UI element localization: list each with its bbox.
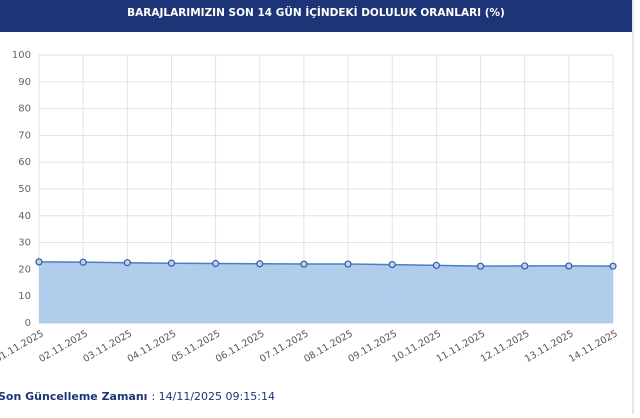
point <box>35 258 43 266</box>
x-tick-label: 10.11.2025 <box>391 328 444 365</box>
x-tick-label: 12.11.2025 <box>479 328 532 365</box>
y-tick-label: 80 <box>18 104 31 115</box>
point <box>300 260 308 268</box>
footer-label: Son Güncelleme Zamanı <box>0 390 147 403</box>
x-tick-label: 03.11.2025 <box>81 328 134 365</box>
point <box>212 259 220 268</box>
point <box>388 260 396 269</box>
x-tick-label: 05.11.2025 <box>170 328 223 365</box>
y-tick-label: 30 <box>18 238 31 249</box>
y-tick-label: 0 <box>25 318 31 329</box>
footer: Son Güncelleme Zamanı : 14/11/2025 09:15:… <box>0 390 275 403</box>
point <box>123 259 131 267</box>
x-tick-label: 02.11.2025 <box>37 328 90 365</box>
point <box>344 260 352 268</box>
header-bar <box>0 0 632 32</box>
y-tick-label: 10 <box>18 291 31 302</box>
point <box>609 262 617 270</box>
plot: 010203040506070809010001.11.202502.11.20… <box>0 50 620 365</box>
y-tick-label: 90 <box>18 77 31 88</box>
point <box>432 261 440 269</box>
point <box>167 259 176 267</box>
y-tick-label: 50 <box>18 184 31 195</box>
x-tick-label: 07.11.2025 <box>258 328 311 365</box>
footer-value: : 14/11/2025 09:15:14 <box>151 390 275 403</box>
y-tick-label: 20 <box>18 264 31 275</box>
chart-title: BARAJLARIMIZIN SON 14 GÜN İÇİNDEKİ DOLUL… <box>127 5 505 19</box>
x-tick-label: 04.11.2025 <box>126 328 179 365</box>
x-tick-label: 13.11.2025 <box>523 328 576 365</box>
x-tick-label: 06.11.2025 <box>214 328 267 365</box>
area <box>39 261 613 323</box>
y-tick-label: 40 <box>18 211 31 222</box>
point <box>565 262 573 270</box>
x-tick-label: 14.11.2025 <box>567 328 620 365</box>
y-tick-label: 70 <box>18 130 31 141</box>
point <box>79 258 87 266</box>
x-tick-label: 08.11.2025 <box>302 328 355 365</box>
y-tick-label: 100 <box>12 50 31 61</box>
point <box>521 262 529 270</box>
x-tick-label: 09.11.2025 <box>346 328 399 365</box>
x-tick-label: 11.11.2025 <box>435 328 488 365</box>
y-tick-label: 60 <box>18 157 31 168</box>
point <box>256 260 264 268</box>
point <box>476 262 485 270</box>
line <box>38 261 614 267</box>
